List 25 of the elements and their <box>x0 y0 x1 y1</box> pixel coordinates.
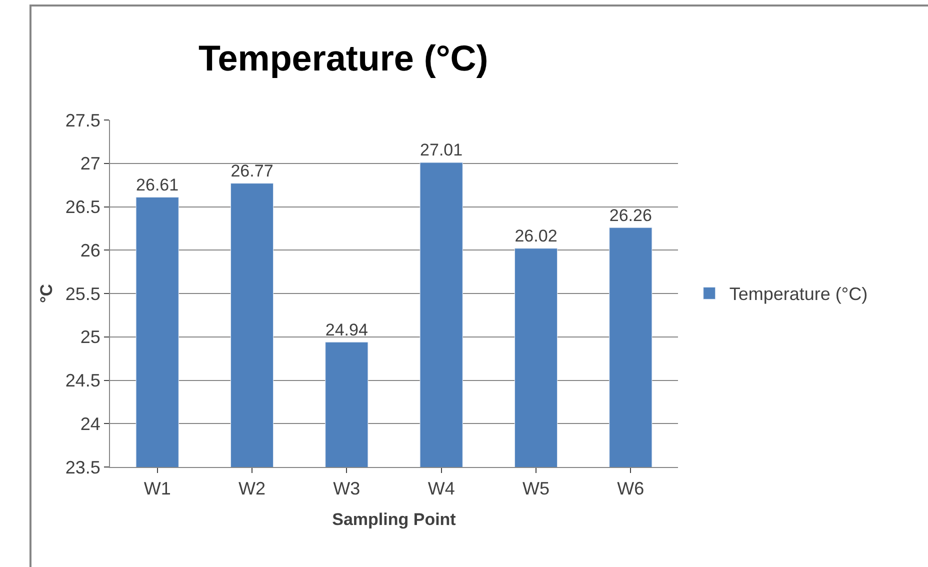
data-label: 27.01 <box>420 140 463 160</box>
y-tick-label: 27 <box>80 154 100 174</box>
y-tick-label: 24 <box>80 414 100 434</box>
y-tick-label: 25 <box>80 327 100 348</box>
data-label: 26.61 <box>136 175 179 194</box>
x-tick-label: W5 <box>522 478 550 499</box>
x-tick-label: W6 <box>617 478 644 499</box>
x-axis-title: Sampling Point <box>332 510 456 529</box>
x-tick-label: W4 <box>428 478 455 499</box>
y-tick-label: 27.5 <box>65 110 100 130</box>
y-tick-label: 23.5 <box>65 457 100 478</box>
data-label: 26.02 <box>514 226 558 246</box>
x-tick-label: W3 <box>333 478 360 499</box>
x-tick-label: W2 <box>238 478 266 499</box>
data-label: 26.26 <box>609 206 652 225</box>
y-tick-label: 25.5 <box>65 284 100 304</box>
y-tick-label: 26 <box>80 240 100 260</box>
legend-label: Temperature (°C) <box>729 284 868 304</box>
chart-title: Temperature (°C) <box>198 38 488 79</box>
y-tick-label: 24.5 <box>65 370 100 391</box>
x-tick-label: W1 <box>144 478 171 499</box>
data-label: 24.94 <box>325 320 368 340</box>
y-tick-label: 26.5 <box>65 197 100 218</box>
data-label: 26.77 <box>230 162 274 181</box>
y-axis-title: °C <box>36 284 56 304</box>
